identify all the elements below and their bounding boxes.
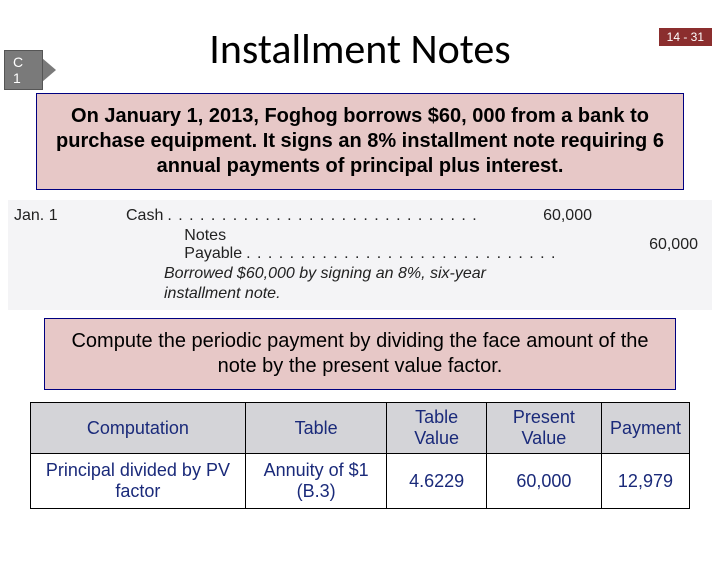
cell-table-value: 4.6229 [387,454,486,509]
objective-arrow-icon [42,58,56,82]
journal-debit-amount: 60,000 [532,207,632,225]
calculation-table: Computation Table Table Value Present Va… [30,402,690,509]
journal-note-row-2: installment note. [8,284,712,304]
journal-credit-account: Notes Payable [54,227,556,263]
journal-credit-amount: 60,000 [645,236,712,254]
col-payment: Payment [601,403,689,454]
instruction-box: Compute the periodic payment by dividing… [44,318,676,390]
objective-label: C 1 [4,50,43,90]
journal-note-text-2: installment note. [64,285,532,303]
journal-debit-account-text: Cash [126,207,163,224]
journal-note-text-1: Borrowed $60,000 by signing an 8%, six-y… [64,265,532,283]
cell-computation: Principal divided by PV factor [31,454,246,509]
journal-credit-account-text: Notes Payable [184,227,242,262]
journal-debit-account: Cash [64,207,532,225]
col-present-value: Present Value [486,403,601,454]
objective-tag: C 1 [4,56,56,84]
cell-table: Annuity of $1 (B.3) [245,454,387,509]
journal-date: Jan. 1 [8,207,64,225]
journal-debit-row: Jan. 1 Cash 60,000 [8,206,712,226]
journal-entry: Jan. 1 Cash 60,000 Notes Payable 60,000 … [8,200,712,310]
slide-number-badge: 14 - 31 [659,28,712,46]
table-row: Principal divided by PV factor Annuity o… [31,454,690,509]
col-computation: Computation [31,403,246,454]
slide-title: Installment Notes [0,24,720,75]
col-table-value: Table Value [387,403,486,454]
journal-credit-row: Notes Payable 60,000 [8,226,712,264]
cell-payment: 12,979 [601,454,689,509]
cell-present-value: 60,000 [486,454,601,509]
journal-note-row-1: Borrowed $60,000 by signing an 8%, six-y… [8,264,712,284]
scenario-box: On January 1, 2013, Foghog borrows $60, … [36,93,684,190]
col-table: Table [245,403,387,454]
table-header-row: Computation Table Table Value Present Va… [31,403,690,454]
